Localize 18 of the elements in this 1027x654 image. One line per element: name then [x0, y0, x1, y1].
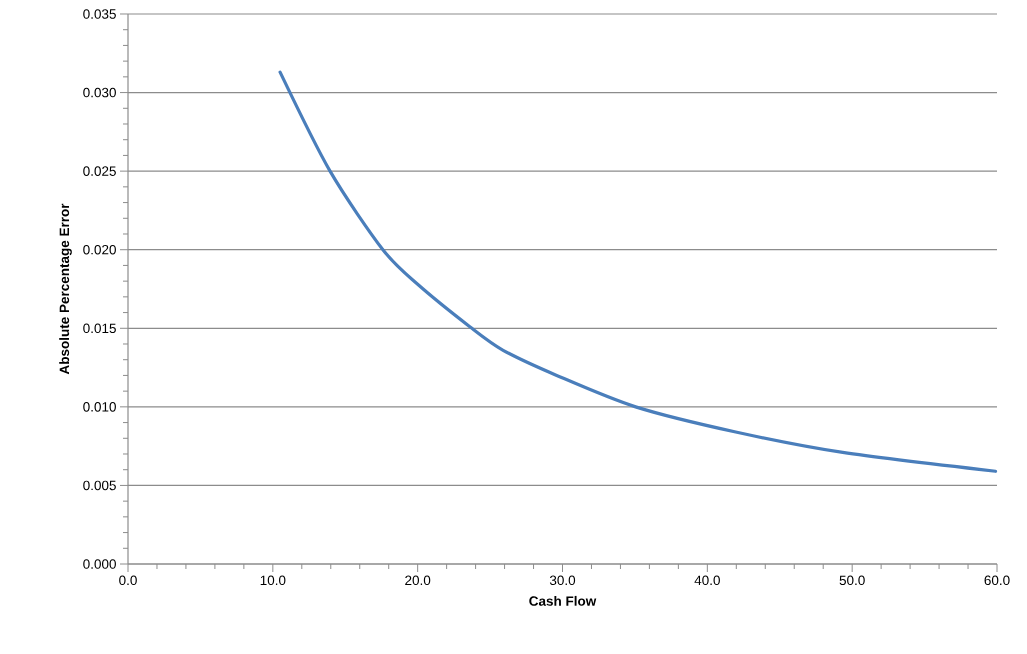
y-tick-label: 0.020 — [83, 244, 116, 255]
y-tick-label: 0.005 — [83, 480, 116, 491]
x-tick-label: 50.0 — [839, 575, 865, 586]
x-axis-title: Cash Flow — [529, 595, 597, 606]
y-tick-label: 0.010 — [83, 402, 116, 412]
line-series — [278, 70, 998, 473]
y-tick-label: 0.030 — [83, 87, 116, 98]
y-tick-label: 0.015 — [83, 323, 116, 334]
x-tick-label: 0.0 — [119, 575, 137, 586]
x-tick-label: 40.0 — [694, 575, 720, 586]
x-tick-label: 60.0 — [984, 575, 1010, 586]
x-tick-label: 30.0 — [549, 575, 576, 586]
y-tick-label: 0.025 — [83, 166, 116, 176]
y-tick-label: 0.000 — [83, 559, 116, 569]
x-tick-label: 20.0 — [405, 575, 431, 586]
y-axis-title: Absolute Percentage Error — [59, 203, 72, 375]
x-tick-label: 10.0 — [260, 575, 286, 586]
y-tick-label: 0.035 — [83, 9, 116, 19]
